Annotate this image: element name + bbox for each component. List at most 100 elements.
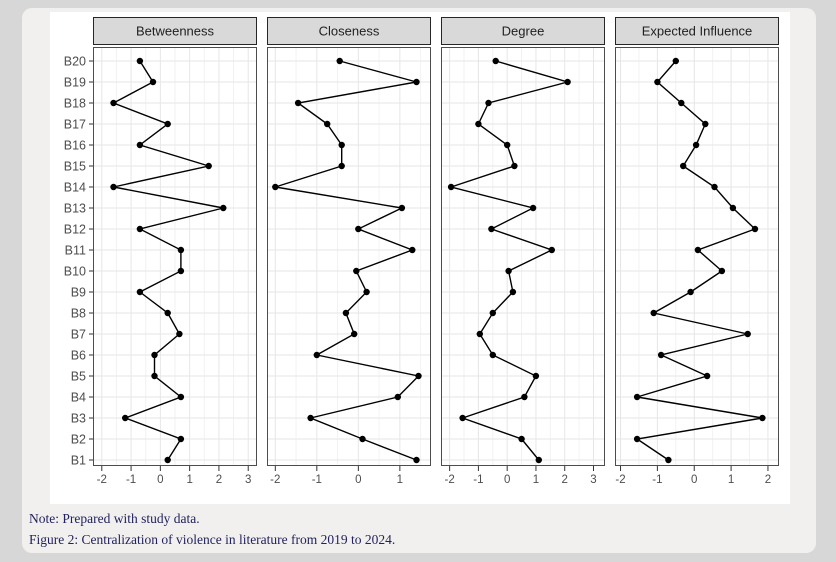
data-point-B14 [110,183,117,191]
y-axis-label-B19: B19 [64,76,86,90]
data-point-B2 [177,435,185,443]
figure-card: Betweenness -2 -1 0 1 2 3 Closeness -2 -1 0 1 Degree… [22,8,816,553]
data-point-B11 [177,246,185,254]
caption-figure: Figure 2: Centralization of violence in … [29,532,396,547]
facet-title: Expected Influence [642,24,753,39]
data-point-B13 [729,204,737,212]
data-point-B9 [136,288,144,296]
data-point-B11 [548,246,555,254]
data-point-B4 [394,393,401,401]
data-point-B14 [711,183,718,191]
facet-strip [93,17,257,45]
data-point-B7 [176,330,183,338]
data-point-B3 [122,414,129,422]
facet-strip [441,17,605,45]
data-point-B15 [338,162,345,170]
data-point-B4 [177,393,185,401]
data-point-B13 [529,204,537,212]
data-point-B17 [324,120,331,128]
x-axis-tick-label: 0 [157,474,163,486]
data-point-B12 [355,225,362,233]
data-point-B2 [518,435,525,443]
data-point-B11 [694,246,702,254]
data-point-B5 [532,372,540,380]
x-axis-tick-label: 1 [397,474,403,486]
facet-title: Closeness [319,24,380,39]
x-axis-tick-label: 2 [216,474,222,486]
x-axis-tick-label: 1 [533,474,539,486]
y-axis-label-B20: B20 [64,55,86,69]
facet-expected-influence: Expected Influence -2 -1 0 1 2 [615,17,779,486]
panel-border [441,47,605,466]
data-point-B7 [476,330,483,338]
data-point-B6 [657,351,665,359]
y-axis-label-B15: B15 [64,160,86,174]
data-point-B20 [136,57,144,65]
data-line [275,60,420,461]
x-axis-tick-label: -1 [312,474,322,486]
data-point-B9 [509,288,517,296]
data-line [111,60,224,461]
data-point-B16 [504,141,511,149]
data-point-B13 [398,204,406,212]
facet-closeness: Closeness -2 -1 0 1 [267,17,431,486]
data-point-B8 [164,309,171,317]
figure-caption: Note: Prepared with study data. Figure 2… [29,508,395,550]
panel-border [93,47,257,466]
data-point-B18 [110,99,117,107]
y-axis-label-B8: B8 [71,307,86,321]
data-point-B7 [351,330,358,338]
data-point-B18 [678,99,685,107]
data-point-B8 [342,309,350,317]
facet-degree: Degree -2 -1 0 1 2 3 [441,17,605,486]
x-axis-tick-label: -2 [615,474,625,486]
data-point-B4 [521,393,528,401]
data-line [635,60,763,461]
panel-background [441,47,605,466]
data-point-B10 [177,267,185,275]
x-axis-tick-label: 1 [186,474,192,486]
data-point-B16 [692,141,700,149]
data-point-B10 [353,267,360,275]
data-point-B16 [136,141,144,149]
y-axis-label-B2: B2 [71,433,86,447]
x-axis-tick-label: 3 [590,474,596,486]
data-point-B1 [164,456,171,464]
data-point-B5 [415,372,422,380]
data-point-B19 [654,78,661,86]
data-point-B18 [485,99,492,107]
data-point-B9 [363,288,370,296]
x-axis-tick-label: -2 [97,474,107,486]
data-point-B19 [149,78,157,86]
facet-title: Degree [502,24,545,39]
x-axis-tick-label: 0 [691,474,697,486]
x-axis-tick-label: 2 [562,474,568,486]
x-axis-tick-label: -1 [126,474,136,486]
y-axis-label-B5: B5 [71,370,86,384]
data-point-B13 [220,204,227,212]
y-axis-label-B18: B18 [64,97,86,111]
data-point-B16 [338,141,345,149]
y-axis-label-B7: B7 [71,328,86,342]
data-point-B17 [475,120,482,128]
caption-note: Note: Prepared with study data. [29,511,200,526]
y-axis-label-B14: B14 [64,181,86,195]
data-point-B19 [564,78,571,86]
panel-background [267,47,431,466]
y-axis-label-B9: B9 [71,286,86,300]
data-point-B1 [665,456,672,464]
y-axis-label-B1: B1 [71,454,86,468]
data-point-B5 [151,372,158,380]
data-point-B20 [672,57,679,65]
x-axis-tick-label: -2 [270,474,280,486]
panel-background [615,47,779,466]
y-axis-label-B12: B12 [64,223,86,237]
data-point-B12 [751,225,759,233]
facet-strip [267,17,431,45]
data-point-B8 [650,309,657,317]
y-axis-label-B11: B11 [65,244,86,258]
data-point-B15 [680,162,687,170]
x-axis-tick-label: 0 [355,474,361,486]
data-point-B19 [413,78,420,86]
